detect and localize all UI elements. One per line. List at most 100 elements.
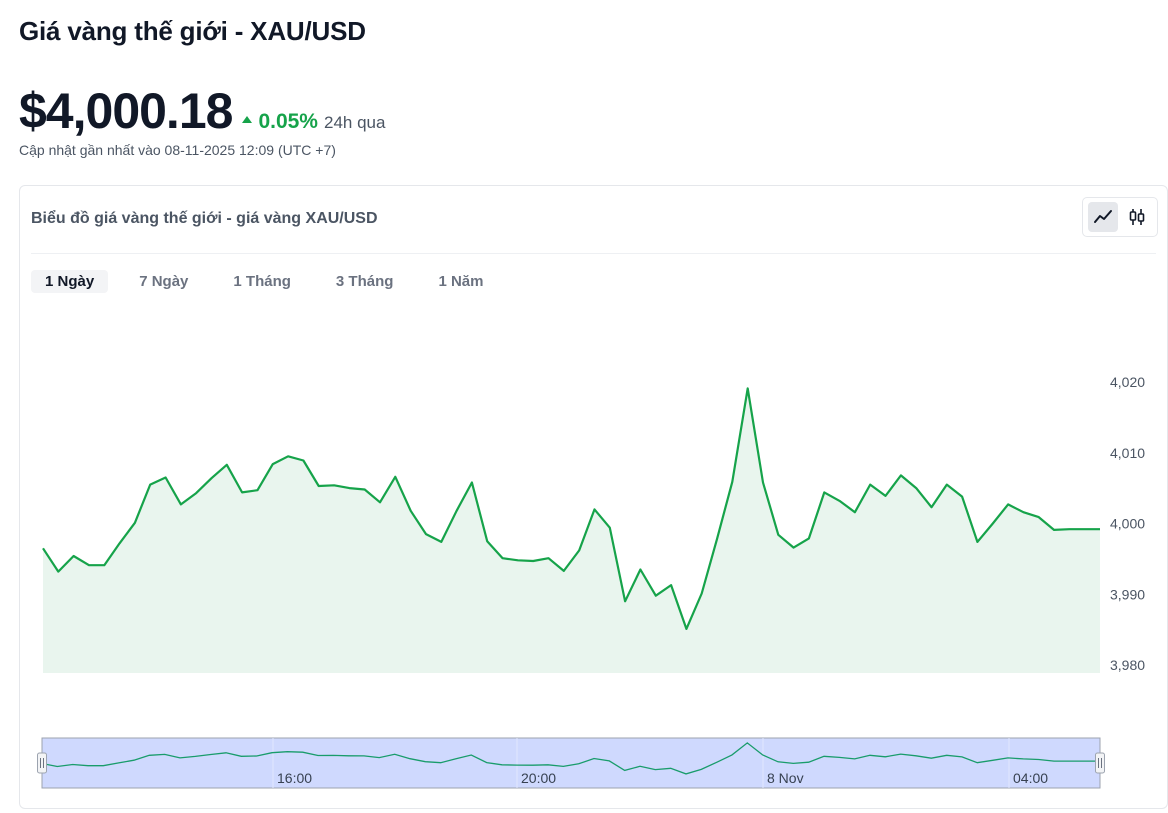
data-point — [944, 482, 950, 488]
data-point — [178, 501, 184, 507]
chart-type-toggle — [1082, 197, 1158, 237]
data-point — [362, 487, 368, 493]
data-point — [546, 555, 552, 561]
data-point — [1066, 526, 1072, 532]
y-tick-label: 3,990 — [1110, 586, 1145, 602]
data-point — [55, 569, 61, 575]
candlestick-button[interactable] — [1122, 202, 1152, 232]
candlestick-icon — [1129, 209, 1145, 225]
data-point — [959, 494, 965, 500]
navigator-x-tick-label: 20:00 — [521, 770, 556, 786]
handle-grip — [37, 752, 47, 774]
navigator-line — [41, 742, 1100, 775]
data-point — [714, 536, 720, 542]
navigator-x-tick-label: 04:00 — [1013, 770, 1048, 786]
data-point — [745, 385, 751, 391]
data-point — [974, 539, 980, 545]
data-point — [147, 482, 153, 488]
tab-1-month[interactable]: 1 Tháng — [233, 273, 291, 290]
data-point — [392, 474, 398, 480]
data-point — [913, 485, 919, 491]
tab-7-days[interactable]: 7 Ngày — [139, 273, 189, 290]
data-point — [500, 555, 506, 561]
y-tick-label: 4,000 — [1110, 516, 1145, 532]
data-point — [729, 479, 735, 485]
data-point — [71, 553, 77, 559]
y-tick-label: 4,010 — [1110, 445, 1145, 461]
data-point — [576, 547, 582, 553]
data-point — [591, 506, 597, 512]
card-divider — [31, 253, 1156, 254]
data-point — [561, 568, 567, 574]
data-point — [637, 566, 643, 572]
data-point — [837, 498, 843, 504]
data-point — [668, 582, 674, 588]
data-point — [331, 482, 337, 488]
data-point — [821, 489, 827, 495]
price-line — [42, 387, 1100, 630]
data-point — [438, 539, 444, 545]
last-updated: Cập nhật gần nhất vào 08-11-2025 12:09 (… — [19, 142, 336, 158]
data-point — [683, 626, 689, 632]
tab-1-day[interactable]: 1 Ngày — [31, 270, 109, 293]
data-point — [515, 557, 521, 563]
data-point — [699, 591, 705, 597]
data-point — [193, 490, 199, 496]
navigator[interactable]: 16:00 20:00 8 Nov 04:00 — [37, 737, 1105, 789]
data-point — [1082, 526, 1088, 532]
data-point — [346, 485, 352, 491]
page-title: Giá vàng thế giới - XAU/USD — [19, 16, 366, 46]
price-change-percent: 0.05% — [258, 110, 318, 133]
data-point — [285, 453, 291, 459]
tab-3-months[interactable]: 3 Tháng — [335, 273, 394, 290]
navigator-left-handle[interactable] — [37, 752, 47, 774]
data-point — [928, 504, 934, 510]
y-tick-label: 4,020 — [1110, 374, 1145, 390]
price-row: $4,000.18 0.05% 24h qua — [19, 82, 385, 140]
data-point — [316, 483, 322, 489]
data-point — [224, 462, 230, 468]
data-point — [1036, 514, 1042, 520]
navigator-background — [41, 737, 1101, 789]
data-point — [270, 461, 276, 467]
data-point — [469, 479, 475, 485]
data-point — [607, 525, 613, 531]
data-point — [622, 598, 628, 604]
price-change-period: 24h qua — [323, 113, 386, 132]
tab-1-year[interactable]: 1 Năm — [438, 273, 484, 290]
data-point — [1051, 527, 1057, 533]
up-arrow-icon — [242, 116, 253, 123]
current-price: $4,000.18 — [19, 83, 233, 139]
data-point — [1020, 509, 1026, 515]
line-chart-icon — [1094, 210, 1112, 223]
range-tabs: 1 Ngày 7 Ngày 1 Tháng 3 Tháng 1 Năm — [31, 270, 514, 293]
data-point — [760, 479, 766, 485]
data-point — [209, 475, 215, 481]
data-point — [530, 558, 536, 564]
data-point — [1005, 501, 1011, 507]
line-chart-button[interactable] — [1088, 202, 1118, 232]
data-point — [132, 520, 138, 526]
data-point — [254, 487, 260, 493]
navigator-x-tick-label: 16:00 — [277, 770, 312, 786]
data-point — [852, 509, 858, 515]
data-point — [408, 508, 414, 514]
data-point — [653, 593, 659, 599]
data-point — [117, 540, 123, 546]
data-point — [1097, 526, 1103, 532]
data-point — [806, 535, 812, 541]
data-point — [101, 562, 107, 568]
navigator-right-handle[interactable] — [1095, 752, 1105, 774]
data-point — [775, 532, 781, 538]
data-point — [377, 499, 383, 505]
navigator-x-tick-label: 8 Nov — [767, 770, 804, 786]
data-point — [86, 562, 92, 568]
navigator-grid — [272, 738, 1010, 788]
y-axis: 4,020 4,010 4,000 3,990 3,980 — [1110, 374, 1145, 673]
data-point — [423, 531, 429, 537]
chart-card-title: Biểu đồ giá vàng thế giới - giá vàng XAU… — [31, 210, 378, 227]
data-point — [791, 545, 797, 551]
data-point — [40, 545, 46, 551]
data-point — [300, 458, 306, 464]
